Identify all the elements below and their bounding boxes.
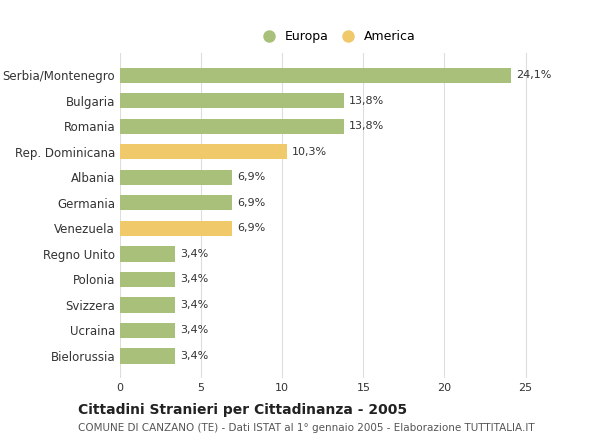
Text: 13,8%: 13,8% [349, 121, 384, 131]
Bar [120, 170, 232, 185]
Bar [120, 119, 344, 134]
Text: Cittadini Stranieri per Cittadinanza - 2005: Cittadini Stranieri per Cittadinanza - 2… [78, 403, 407, 417]
Bar [120, 272, 175, 287]
Text: 3,4%: 3,4% [180, 249, 208, 259]
Text: COMUNE DI CANZANO (TE) - Dati ISTAT al 1° gennaio 2005 - Elaborazione TUTTITALIA: COMUNE DI CANZANO (TE) - Dati ISTAT al 1… [78, 423, 535, 433]
Bar [120, 195, 232, 210]
Bar [120, 68, 511, 83]
Legend: Europa, America: Europa, America [259, 26, 419, 47]
Text: 3,4%: 3,4% [180, 351, 208, 361]
Bar [120, 348, 175, 363]
Text: 3,4%: 3,4% [180, 275, 208, 284]
Text: 6,9%: 6,9% [237, 198, 265, 208]
Bar [120, 297, 175, 312]
Bar [120, 323, 175, 338]
Bar [120, 93, 344, 108]
Text: 10,3%: 10,3% [292, 147, 327, 157]
Text: 13,8%: 13,8% [349, 96, 384, 106]
Bar [120, 221, 232, 236]
Text: 3,4%: 3,4% [180, 326, 208, 335]
Text: 6,9%: 6,9% [237, 224, 265, 233]
Text: 24,1%: 24,1% [516, 70, 551, 80]
Text: 3,4%: 3,4% [180, 300, 208, 310]
Bar [120, 144, 287, 159]
Bar [120, 246, 175, 261]
Text: 6,9%: 6,9% [237, 172, 265, 182]
